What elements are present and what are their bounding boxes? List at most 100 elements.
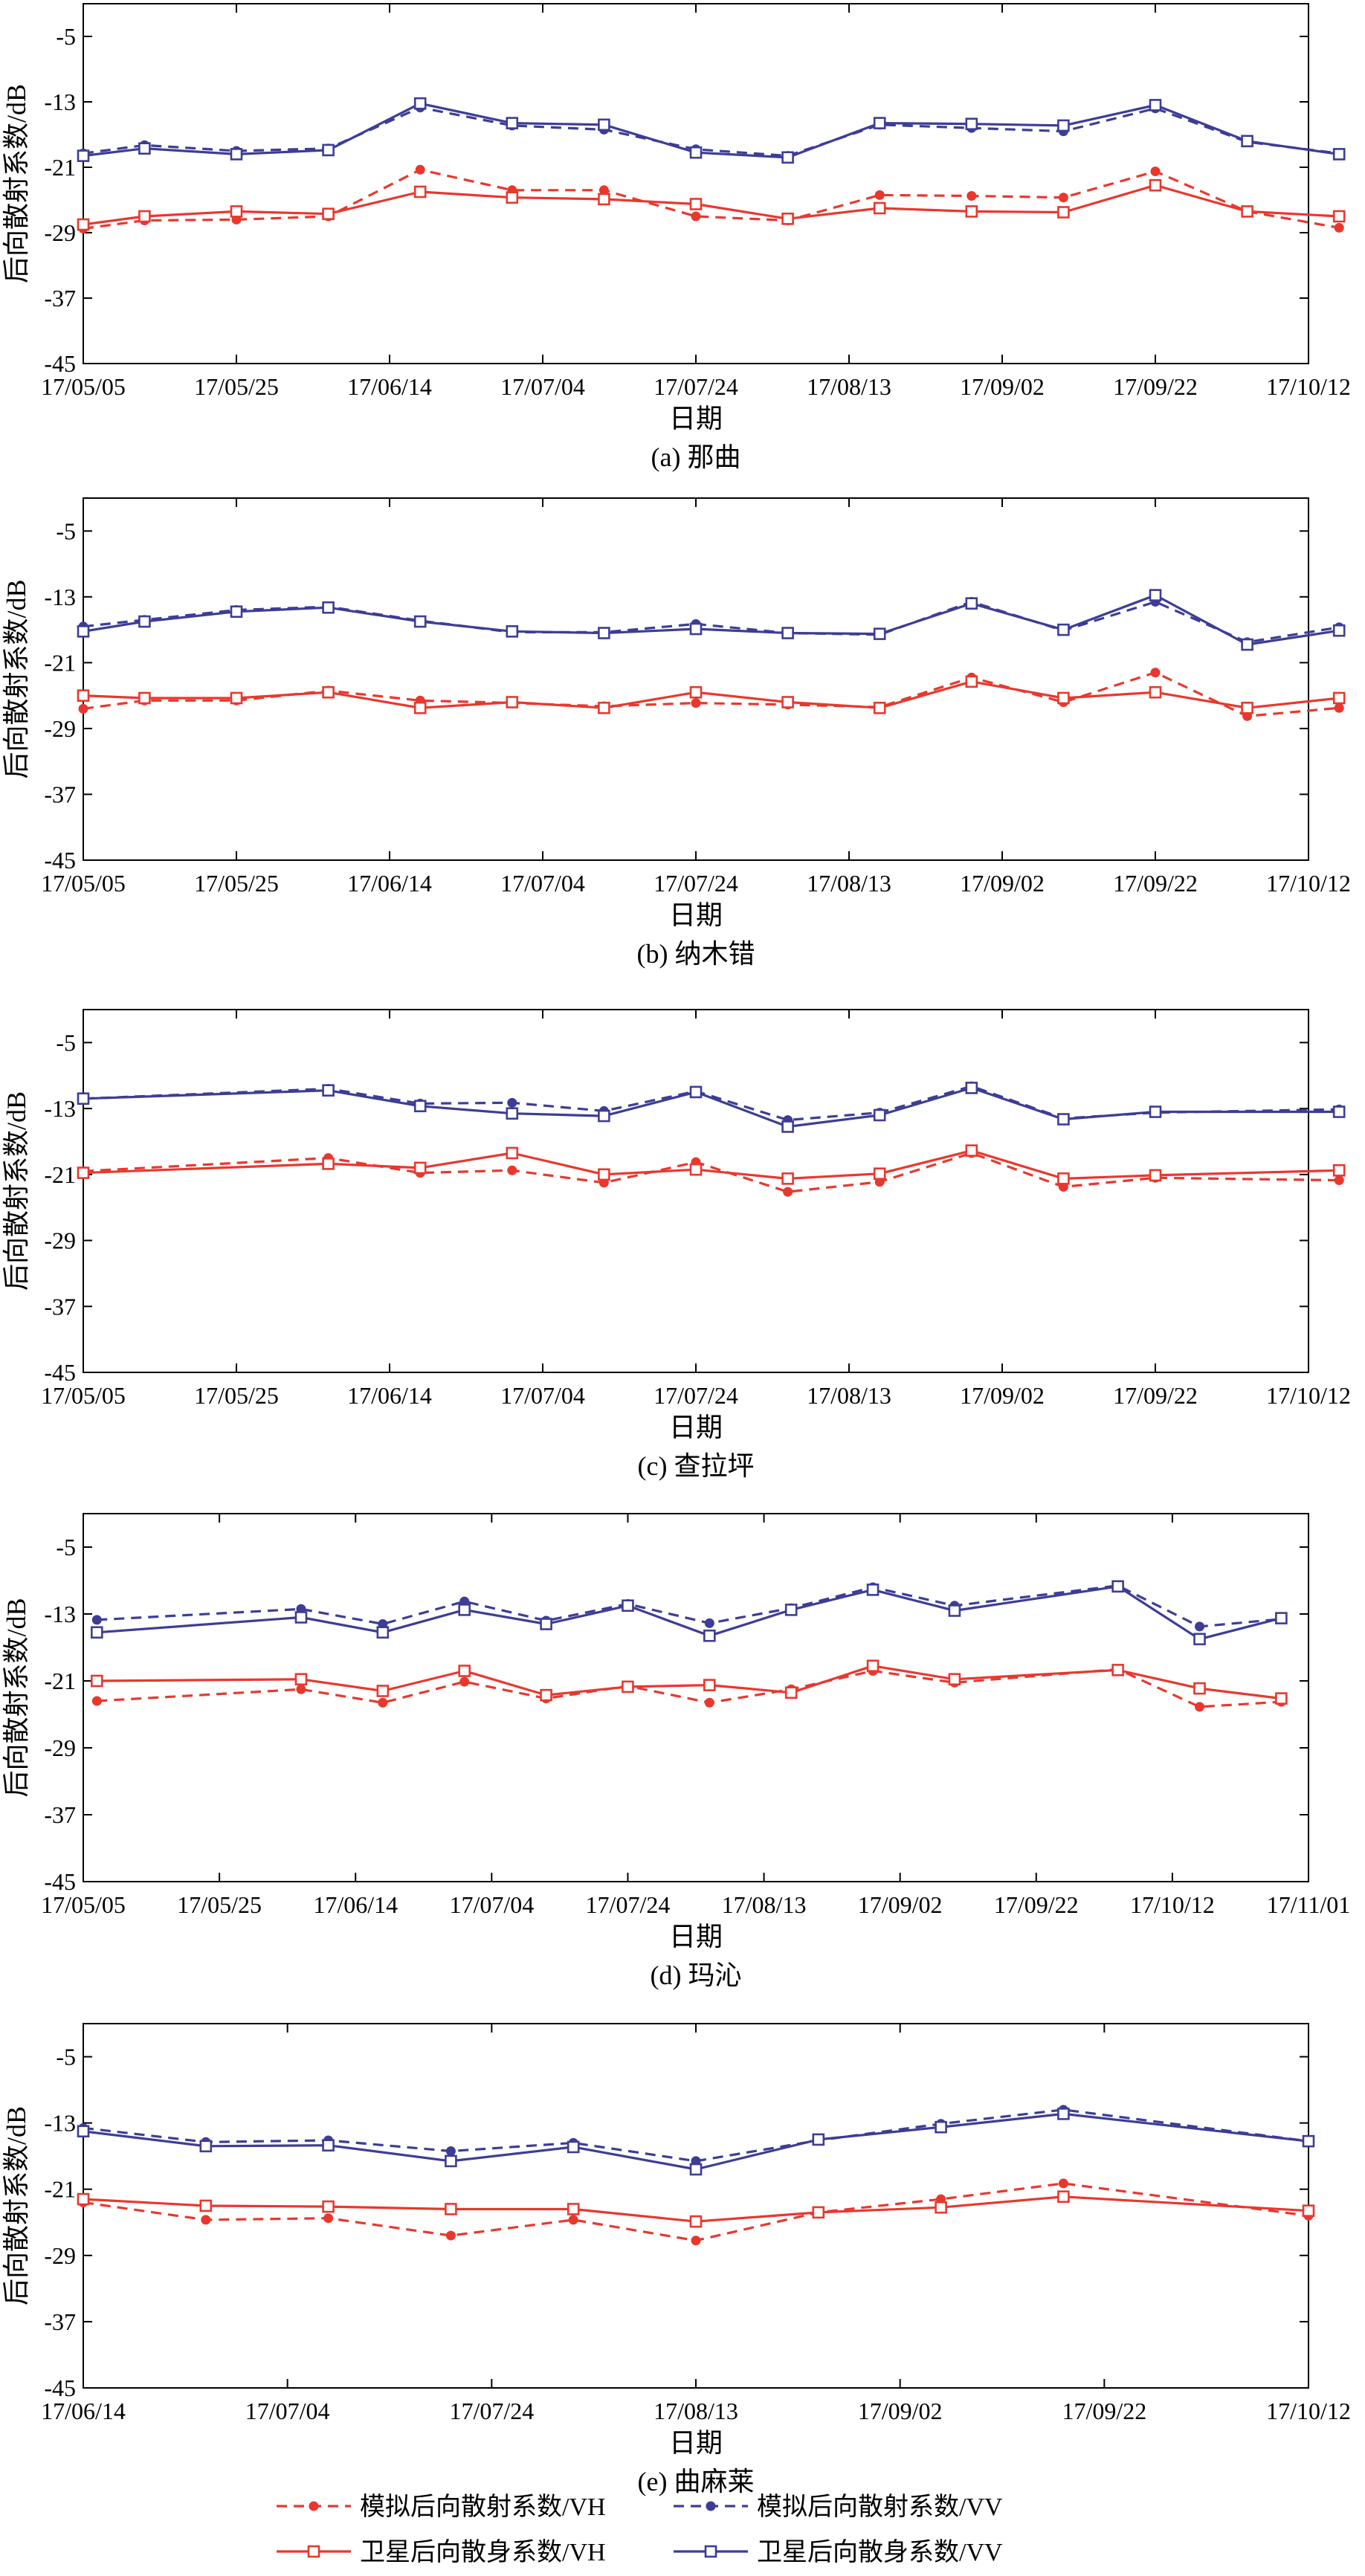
data-point [91,1615,102,1625]
data-point [1241,135,1253,148]
data-point [873,1108,886,1122]
data-point [935,2120,947,2134]
y-tick-label: -21 [44,154,76,181]
data-point [77,218,90,231]
y-tick-label: -5 [56,23,76,50]
data-point [78,703,88,714]
data-point [1149,589,1162,601]
data-point [230,691,243,705]
x-tick-label: 17/09/02 [960,373,1045,400]
plot-frame [83,3,1309,364]
panel-caption: (a) 那曲 [651,442,741,472]
data-point [598,627,610,639]
series-line [97,1665,1282,1700]
data-point [691,211,701,222]
data-point [689,146,703,159]
data-point [230,205,243,218]
data-point [1058,2178,1068,2189]
legend-marker [307,2545,320,2558]
data-point [873,701,886,714]
y-tick-label: -13 [44,1095,76,1122]
y-tick-label: -37 [44,1293,76,1320]
data-point [413,185,427,198]
data-point [567,2140,580,2154]
data-point [445,2154,457,2168]
data-point [294,1611,308,1624]
y-axis-label: 后向散射系数/dB [1,2106,31,2305]
data-point [1332,210,1346,223]
x-tick-label: 17/09/22 [1113,373,1198,400]
data-point [689,685,703,699]
data-point [1302,2204,1315,2217]
series-line [83,1149,1340,1181]
y-tick-label: -5 [56,517,76,544]
data-point [322,1084,335,1097]
data-point [507,1165,517,1175]
data-point [294,1673,308,1686]
y-tick-label: -5 [56,1029,76,1056]
data-point [376,1685,390,1697]
x-tick-label: 17/10/12 [1266,1382,1351,1409]
data-point [138,142,151,155]
data-point [1057,1172,1070,1185]
data-point [91,1626,103,1639]
x-tick-label: 17/07/24 [586,1891,671,1918]
data-point [458,1665,471,1677]
data-point [1111,1664,1124,1676]
data-point [965,1144,978,1157]
data-point [1111,1580,1124,1593]
x-axis-label: 日期 [669,404,723,433]
panel-caption: (c) 查拉坪 [638,1451,755,1481]
data-point [1332,1163,1346,1177]
data-point [1302,2134,1315,2148]
data-point [445,2203,457,2215]
data-point [1332,624,1346,637]
data-point [873,627,886,640]
panel-caption: (d) 玛沁 [651,1960,742,1990]
data-point [784,1604,798,1616]
data-point [1241,701,1253,714]
x-tick-label: 17/06/14 [41,2398,126,2424]
legend-label: 模拟后向散射系数/VH [360,2493,606,2521]
x-tick-label: 17/09/02 [858,1891,943,1918]
data-point [598,1109,610,1123]
data-point [965,1082,978,1094]
data-point [689,198,703,210]
x-tick-label: 17/06/14 [347,373,432,400]
data-point [1057,119,1070,132]
series-line [97,1585,1282,1641]
y-axis-label: 后向散射系数/dB [1,1598,31,1797]
data-point [91,1696,102,1706]
data-point [1193,1682,1206,1695]
data-point [506,625,519,638]
data-point [704,1618,714,1628]
y-tick-label: -21 [44,1161,76,1188]
data-point [138,210,151,223]
data-point [704,1697,714,1708]
data-point [948,1604,961,1617]
legend-marker [704,2545,717,2558]
data-point [1149,1105,1162,1118]
series-line [83,2108,1309,2163]
data-point [689,1163,703,1176]
data-point [323,2213,334,2224]
y-tick-label: -45 [44,1868,76,1895]
y-tick-label: -37 [44,2308,76,2335]
y-axis-label: 后向散射系数/dB [1,579,31,778]
x-tick-label: 17/05/05 [41,1382,126,1409]
data-point [413,97,427,110]
data-point [413,615,427,628]
data-point [781,212,794,225]
y-tick-label: -29 [44,715,76,742]
x-tick-label: 17/10/12 [1266,2398,1351,2424]
data-point [691,698,701,708]
data-point [874,190,885,200]
x-axis-label: 日期 [669,1413,723,1442]
y-tick-label: -29 [44,1734,76,1761]
data-point [1149,178,1162,192]
data-point [812,2206,825,2219]
